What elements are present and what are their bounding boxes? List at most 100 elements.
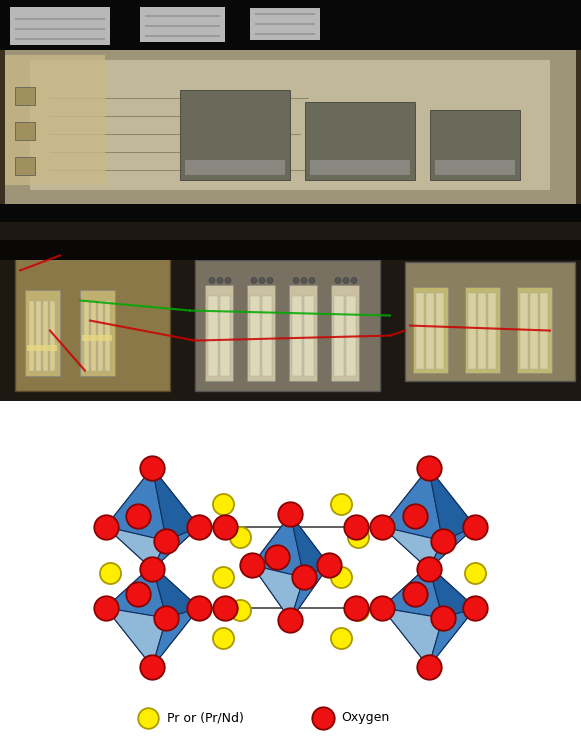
Circle shape: [259, 278, 265, 283]
Polygon shape: [277, 557, 329, 620]
Point: [471, 568, 480, 580]
Bar: [430, 110, 520, 180]
Point: [336, 571, 346, 583]
Point: [162, 612, 171, 624]
Point: [286, 614, 295, 626]
Text: Oxygen: Oxygen: [341, 711, 389, 724]
Point: [235, 604, 245, 616]
Polygon shape: [152, 608, 199, 667]
Point: [353, 531, 362, 542]
Polygon shape: [152, 527, 199, 569]
Bar: [0, 240, 581, 260]
Bar: [0, 204, 581, 223]
Point: [377, 602, 386, 614]
Bar: [5, 50, 576, 206]
Bar: [247, 286, 275, 381]
Polygon shape: [382, 565, 443, 618]
Point: [219, 571, 228, 583]
Polygon shape: [429, 467, 475, 541]
Point: [471, 602, 480, 614]
Circle shape: [209, 278, 215, 283]
Circle shape: [301, 278, 307, 283]
Bar: [255, 13, 315, 15]
Circle shape: [335, 278, 341, 283]
Text: Pr or (Pr/Nd): Pr or (Pr/Nd): [167, 711, 243, 724]
Point: [248, 559, 257, 571]
Point: [195, 521, 204, 533]
Polygon shape: [106, 516, 152, 569]
Bar: [15, 255, 170, 390]
Point: [353, 604, 362, 616]
Bar: [468, 294, 476, 369]
Polygon shape: [252, 514, 304, 577]
Bar: [15, 122, 35, 140]
Bar: [488, 294, 496, 369]
Polygon shape: [415, 594, 475, 667]
Bar: [5, 55, 105, 185]
Polygon shape: [252, 565, 304, 620]
Point: [134, 588, 143, 600]
Circle shape: [309, 278, 315, 283]
Bar: [465, 287, 500, 372]
Bar: [220, 295, 230, 375]
Polygon shape: [138, 467, 199, 527]
Point: [336, 499, 346, 510]
Point: [424, 661, 433, 673]
Circle shape: [343, 278, 349, 283]
Point: [162, 535, 171, 547]
Point: [272, 551, 282, 563]
Polygon shape: [290, 514, 329, 577]
Bar: [50, 301, 55, 370]
Point: [318, 712, 328, 723]
Bar: [205, 286, 233, 381]
Bar: [15, 87, 35, 105]
Polygon shape: [106, 594, 152, 667]
Point: [195, 602, 204, 614]
Point: [148, 462, 157, 473]
Polygon shape: [106, 565, 152, 608]
Bar: [145, 25, 220, 27]
Polygon shape: [152, 467, 199, 541]
Point: [377, 521, 386, 533]
Circle shape: [225, 278, 231, 283]
Point: [336, 632, 346, 644]
Polygon shape: [415, 516, 475, 569]
Bar: [250, 8, 320, 40]
Point: [424, 563, 433, 575]
Bar: [15, 38, 105, 40]
Bar: [30, 60, 550, 190]
Point: [144, 712, 153, 723]
Polygon shape: [252, 557, 290, 620]
Polygon shape: [106, 608, 166, 667]
Circle shape: [217, 278, 223, 283]
Point: [235, 531, 245, 542]
Polygon shape: [382, 565, 429, 608]
Bar: [540, 294, 548, 369]
Bar: [436, 294, 444, 369]
Circle shape: [267, 278, 273, 283]
Bar: [185, 160, 285, 175]
Circle shape: [351, 278, 357, 283]
Point: [351, 521, 360, 533]
Bar: [310, 160, 410, 175]
Point: [219, 632, 228, 644]
Point: [351, 602, 360, 614]
Bar: [530, 294, 538, 369]
Bar: [346, 295, 356, 375]
Bar: [250, 295, 260, 375]
Polygon shape: [138, 516, 199, 569]
Bar: [0, 0, 581, 50]
Bar: [334, 295, 344, 375]
Polygon shape: [252, 514, 290, 565]
Polygon shape: [106, 467, 152, 527]
Polygon shape: [277, 514, 329, 565]
Bar: [29, 301, 34, 370]
Bar: [84, 301, 89, 370]
Point: [221, 602, 230, 614]
Bar: [180, 90, 290, 180]
Point: [324, 559, 333, 571]
Bar: [520, 294, 528, 369]
Point: [221, 521, 230, 533]
Polygon shape: [382, 467, 443, 541]
Point: [471, 521, 480, 533]
